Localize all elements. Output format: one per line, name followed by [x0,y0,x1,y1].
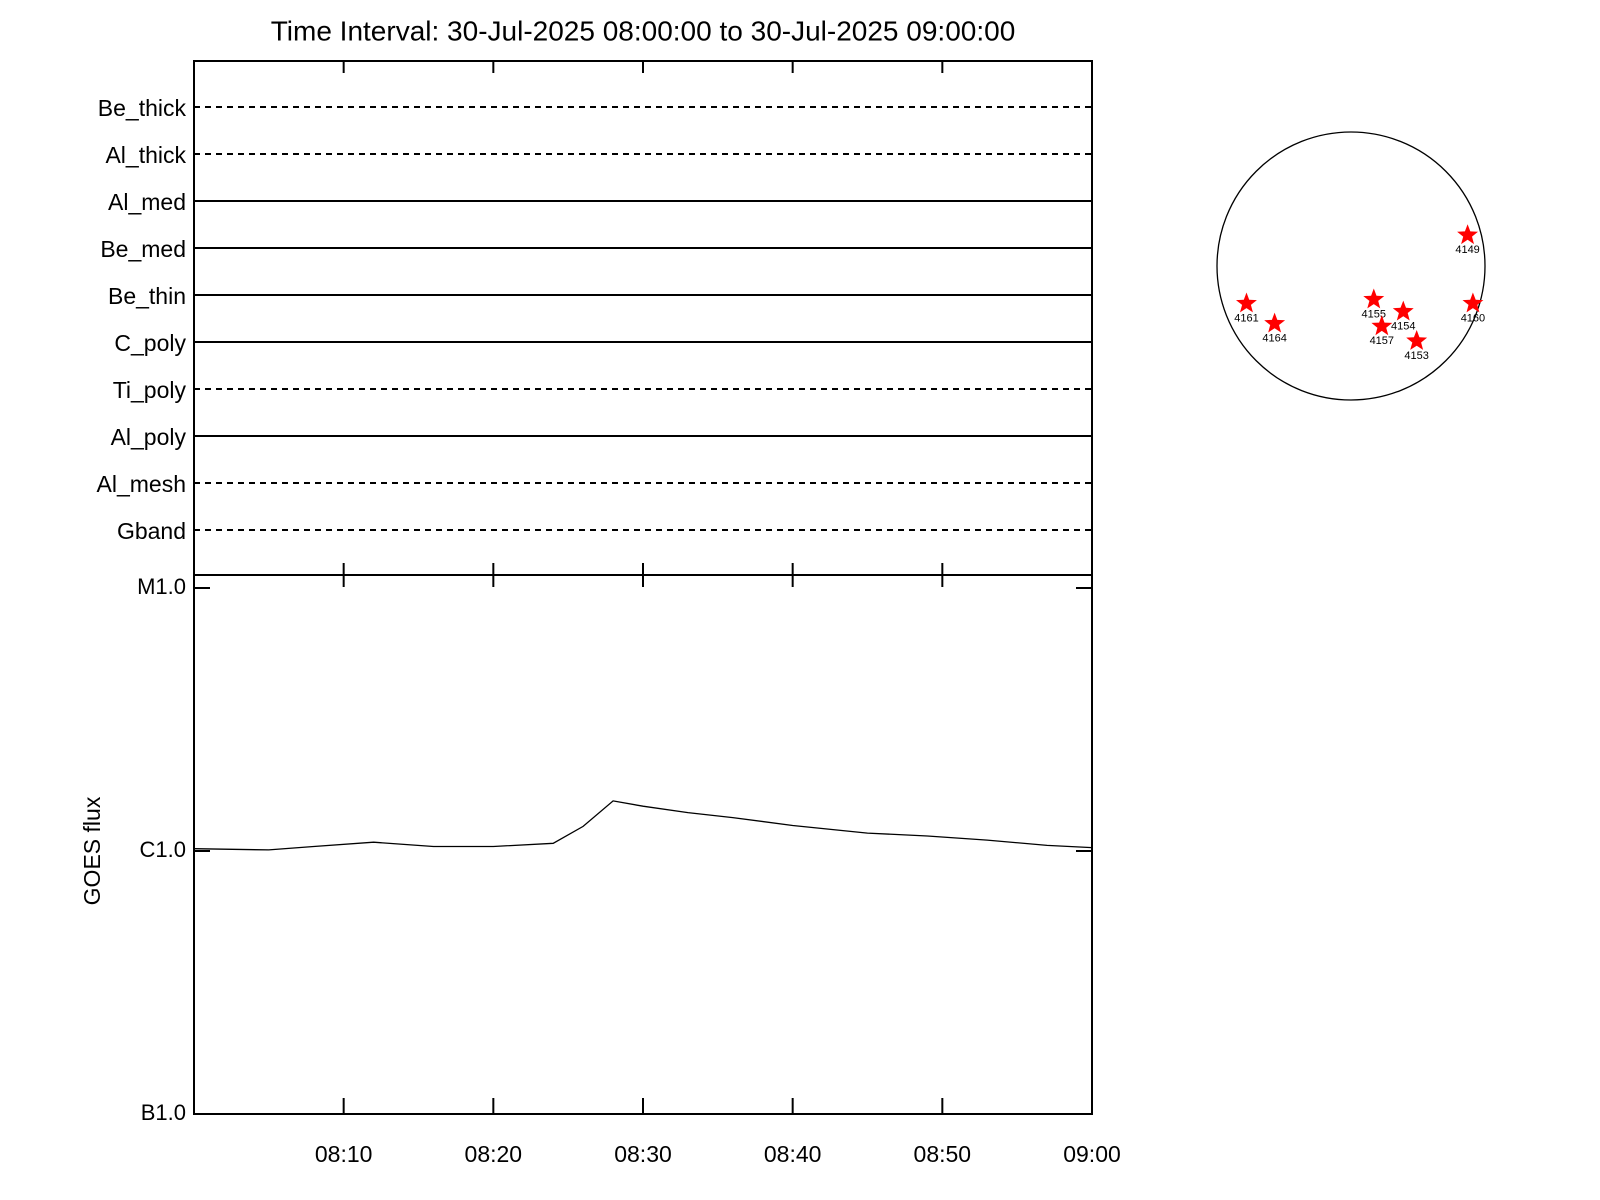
x-tick-label: 08:30 [614,1141,672,1167]
region-label: 4157 [1370,335,1394,347]
filter-label: Be_med [100,236,186,262]
goes-curve [193,800,1093,851]
filter-label: Al_med [108,189,186,215]
chart-title: Time Interval: 30-Jul-2025 08:00:00 to 3… [271,15,1016,46]
y-tick-label: M1.0 [137,574,186,599]
filter-label: Al_thick [105,142,186,168]
x-tick-label: 08:20 [465,1141,523,1167]
filter-label: Be_thick [98,95,187,121]
filter-label: C_poly [114,330,186,356]
timeline-frame [193,60,1093,576]
filter-label: Al_poly [111,424,187,450]
region-label: 4153 [1404,350,1428,362]
region-marker [1363,288,1385,309]
region-marker [1371,315,1393,336]
goes-frame [193,574,1093,1115]
x-tick-label: 08:50 [914,1141,972,1167]
filter-label: Be_thin [108,283,186,309]
region-marker [1462,292,1484,313]
region-marker [1406,330,1428,350]
region-marker [1236,292,1257,313]
y-tick-label: C1.0 [140,837,186,862]
region-marker [1392,300,1414,321]
region-label: 4164 [1262,333,1286,345]
region-label: 4160 [1461,312,1485,324]
filter-label: Al_mesh [97,471,186,497]
solar-disk [1216,131,1486,401]
y-axis-label: GOES flux [79,796,105,905]
region-label: 4154 [1391,320,1415,332]
x-tick-label: 08:40 [764,1141,822,1167]
x-tick-label: 09:00 [1063,1141,1121,1167]
region-label: 4149 [1455,244,1479,256]
region-label: 4155 [1362,308,1386,320]
region-label: 4161 [1234,312,1258,324]
region-marker [1264,312,1286,333]
filter-label: Gband [117,518,186,544]
filter-label: Ti_poly [113,377,187,403]
region-marker [1457,224,1478,245]
y-tick-label: B1.0 [141,1100,186,1125]
x-tick-label: 08:10 [315,1141,373,1167]
